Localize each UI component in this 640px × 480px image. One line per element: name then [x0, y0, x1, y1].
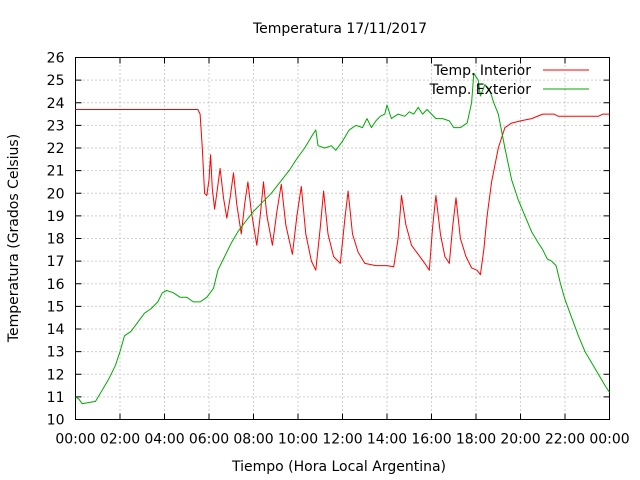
- x-tick-label: 18:00: [456, 432, 496, 448]
- x-tick-label: 14:00: [367, 432, 407, 448]
- x-tick-labels: 00:00 02:00 04:00 06:00 08:00 10:00 12:00 14:00…: [55, 432, 629, 448]
- x-tick-label: 02:00: [100, 432, 140, 448]
- y-tick-label: 20: [47, 186, 65, 202]
- legend-label: Temp. Interior: [433, 63, 532, 79]
- x-tick-label: 12:00: [322, 432, 362, 448]
- axis-ticks: [75, 57, 610, 420]
- series-line-exterior: [75, 72, 610, 405]
- x-tick-label: 00:00: [55, 432, 95, 448]
- y-tick-label: 22: [47, 141, 65, 157]
- y-tick-label: 19: [47, 209, 65, 225]
- y-tick-label: 10: [47, 413, 65, 429]
- x-tick-label: 00:00: [589, 432, 629, 448]
- series-line-interior: [75, 109, 610, 276]
- legend: Temp. Interior Temp. Exterior: [429, 63, 589, 98]
- y-tick-label: 15: [47, 299, 65, 315]
- x-axis-title: Tiempo (Hora Local Argentina): [231, 459, 446, 475]
- y-tick-label: 16: [47, 277, 65, 293]
- y-tick-label: 21: [47, 164, 65, 180]
- x-tick-label: 06:00: [189, 432, 229, 448]
- x-tick-label: 20:00: [500, 432, 540, 448]
- x-tick-label: 22:00: [545, 432, 585, 448]
- y-tick-label: 11: [47, 390, 65, 406]
- y-tick-label: 25: [47, 73, 65, 89]
- chart-title: Temperatura 17/11/2017: [252, 21, 427, 37]
- y-tick-label: 24: [47, 96, 65, 112]
- y-tick-label: 12: [47, 367, 65, 383]
- y-tick-label: 17: [47, 254, 65, 270]
- x-tick-label: 04:00: [144, 432, 184, 448]
- x-tick-label: 08:00: [233, 432, 273, 448]
- series-lines: [75, 72, 610, 405]
- y-tick-label: 14: [47, 322, 65, 338]
- y-tick-labels: 10 11 12 13 14 15 16 17 18 19 20 21 22 23 24 25 26: [47, 51, 65, 429]
- y-tick-label: 26: [47, 51, 65, 67]
- y-tick-label: 23: [47, 118, 65, 134]
- x-tick-label: 16:00: [411, 432, 451, 448]
- y-tick-label: 18: [47, 232, 65, 248]
- x-tick-label: 10:00: [278, 432, 318, 448]
- y-tick-label: 13: [47, 345, 65, 361]
- legend-label: Temp. Exterior: [429, 82, 532, 98]
- y-axis-title: Temperatura (Grados Celsius): [6, 134, 22, 343]
